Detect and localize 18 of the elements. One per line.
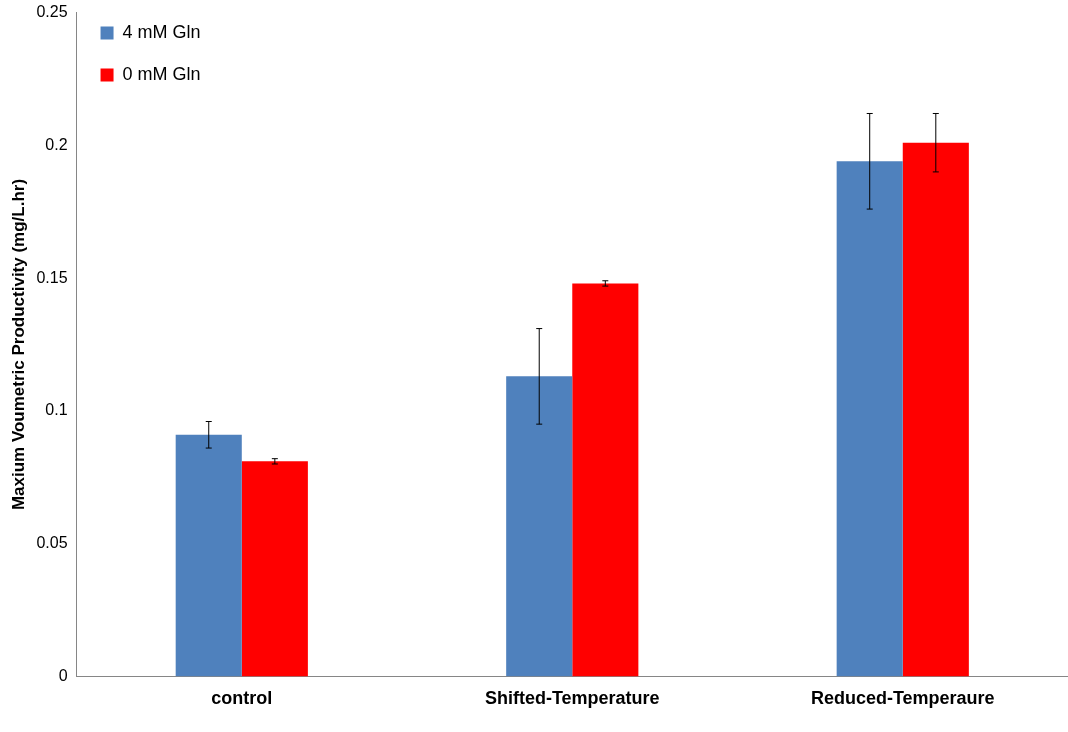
bar	[572, 283, 639, 677]
legend-label: 4 mM Gln	[122, 21, 201, 42]
bar	[506, 376, 573, 677]
x-tick-label: control	[211, 688, 273, 709]
y-axis-title: Maxium Voumetric Productivity (mg/L.hr)	[8, 178, 28, 511]
y-tick-label: 0.15	[36, 268, 68, 286]
y-tick-label: 0	[58, 666, 68, 684]
bar	[175, 434, 242, 677]
bar	[836, 161, 903, 677]
y-tick-label: 0.05	[36, 534, 68, 552]
bar	[241, 461, 308, 677]
x-tick-label: Shifted-Temperature	[484, 688, 660, 709]
y-tick-label: 0.25	[36, 3, 68, 21]
legend-label: 0 mM Gln	[122, 63, 201, 84]
bar	[902, 142, 969, 677]
y-tick-label: 0.2	[45, 135, 68, 153]
y-tick-label: 0.1	[45, 401, 68, 419]
x-tick-label: Reduced-Temperaure	[810, 688, 995, 709]
